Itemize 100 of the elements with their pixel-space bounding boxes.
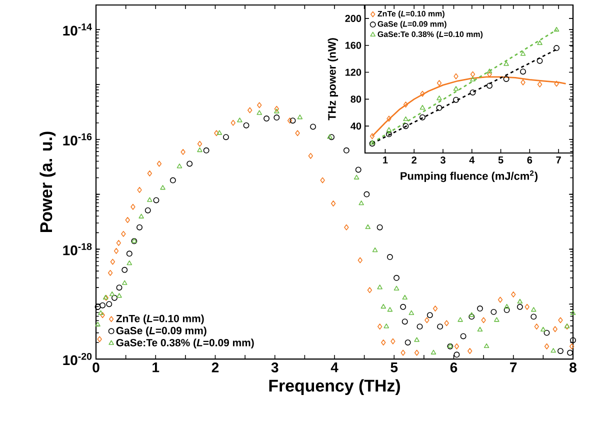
point <box>517 298 523 304</box>
point <box>416 324 423 330</box>
point <box>380 304 386 309</box>
point <box>214 130 219 136</box>
point <box>274 114 280 121</box>
point <box>290 118 296 124</box>
point <box>100 302 106 308</box>
point <box>122 266 128 273</box>
point <box>160 185 166 190</box>
point <box>468 348 472 354</box>
point <box>570 310 576 315</box>
point <box>454 343 460 350</box>
point <box>402 318 408 325</box>
point <box>520 51 526 56</box>
point <box>554 26 560 32</box>
point <box>256 110 262 115</box>
point <box>470 71 476 78</box>
y-tick-label: 10$^{-16}$ <box>63 133 92 146</box>
point <box>458 317 463 322</box>
point <box>186 160 193 167</box>
point <box>504 304 510 309</box>
point <box>386 127 392 132</box>
point <box>153 197 160 204</box>
point <box>222 134 229 140</box>
point <box>330 200 336 206</box>
point <box>358 200 364 206</box>
x-tick-label: 1 <box>152 362 160 372</box>
point <box>243 122 250 128</box>
point <box>550 348 556 353</box>
point <box>534 324 539 330</box>
x-tick-label: 1 <box>383 156 388 164</box>
point <box>477 326 483 332</box>
point <box>453 96 459 103</box>
point <box>530 314 537 320</box>
point <box>297 114 303 120</box>
point <box>484 343 490 348</box>
point <box>122 280 128 285</box>
point <box>468 314 475 320</box>
point <box>420 104 426 110</box>
point <box>424 317 430 324</box>
point <box>404 340 411 346</box>
point <box>437 324 444 330</box>
point <box>436 104 442 111</box>
point <box>558 317 563 324</box>
y-tick-label: 80 <box>350 96 362 103</box>
point <box>477 306 483 312</box>
point <box>570 337 576 344</box>
point <box>274 108 280 114</box>
y-axis-title: THz power (nW) <box>328 38 338 120</box>
point <box>504 61 509 66</box>
point <box>95 322 100 326</box>
point <box>110 258 116 265</box>
point <box>494 317 500 322</box>
point <box>125 217 130 224</box>
x-tick-label: 3 <box>440 156 446 164</box>
point <box>386 131 392 138</box>
point <box>116 240 121 246</box>
x-tick-label: 5 <box>498 156 504 164</box>
point <box>536 58 543 64</box>
point <box>274 106 280 112</box>
point <box>130 204 136 210</box>
point <box>387 307 393 312</box>
point <box>287 118 292 124</box>
x-tick-label: 5 <box>390 362 398 372</box>
x-tick-label: 7 <box>556 156 561 164</box>
point <box>408 310 414 315</box>
point <box>328 134 335 140</box>
x-tick-label: 0 <box>92 362 100 372</box>
x-axis-title: Frequency (THz) <box>269 379 400 396</box>
point <box>216 130 222 135</box>
point <box>343 147 350 154</box>
point <box>358 257 362 264</box>
point <box>197 147 202 152</box>
point <box>108 270 113 276</box>
point <box>537 81 542 88</box>
x-axis-title: Pumping fluence (mJ/cm$^{2}$) <box>400 170 538 182</box>
point <box>402 294 408 300</box>
point <box>486 68 492 74</box>
point <box>403 116 408 122</box>
point <box>544 330 550 336</box>
point <box>364 191 370 198</box>
point <box>460 333 466 340</box>
legend-label: ZnTe (L=0.10 mm) <box>116 314 204 324</box>
point <box>116 284 122 291</box>
point <box>381 340 386 346</box>
point <box>503 76 510 82</box>
point <box>354 174 360 180</box>
y-tick-label: 40 <box>350 122 362 130</box>
point <box>390 338 396 344</box>
point <box>554 80 559 87</box>
point <box>420 90 425 97</box>
point <box>116 293 122 298</box>
point <box>94 304 101 310</box>
point <box>414 337 420 342</box>
point <box>147 170 152 176</box>
point <box>531 307 536 312</box>
point <box>516 304 523 310</box>
point <box>121 230 126 237</box>
y-tick-label: 160 <box>345 42 362 49</box>
point <box>100 312 105 318</box>
